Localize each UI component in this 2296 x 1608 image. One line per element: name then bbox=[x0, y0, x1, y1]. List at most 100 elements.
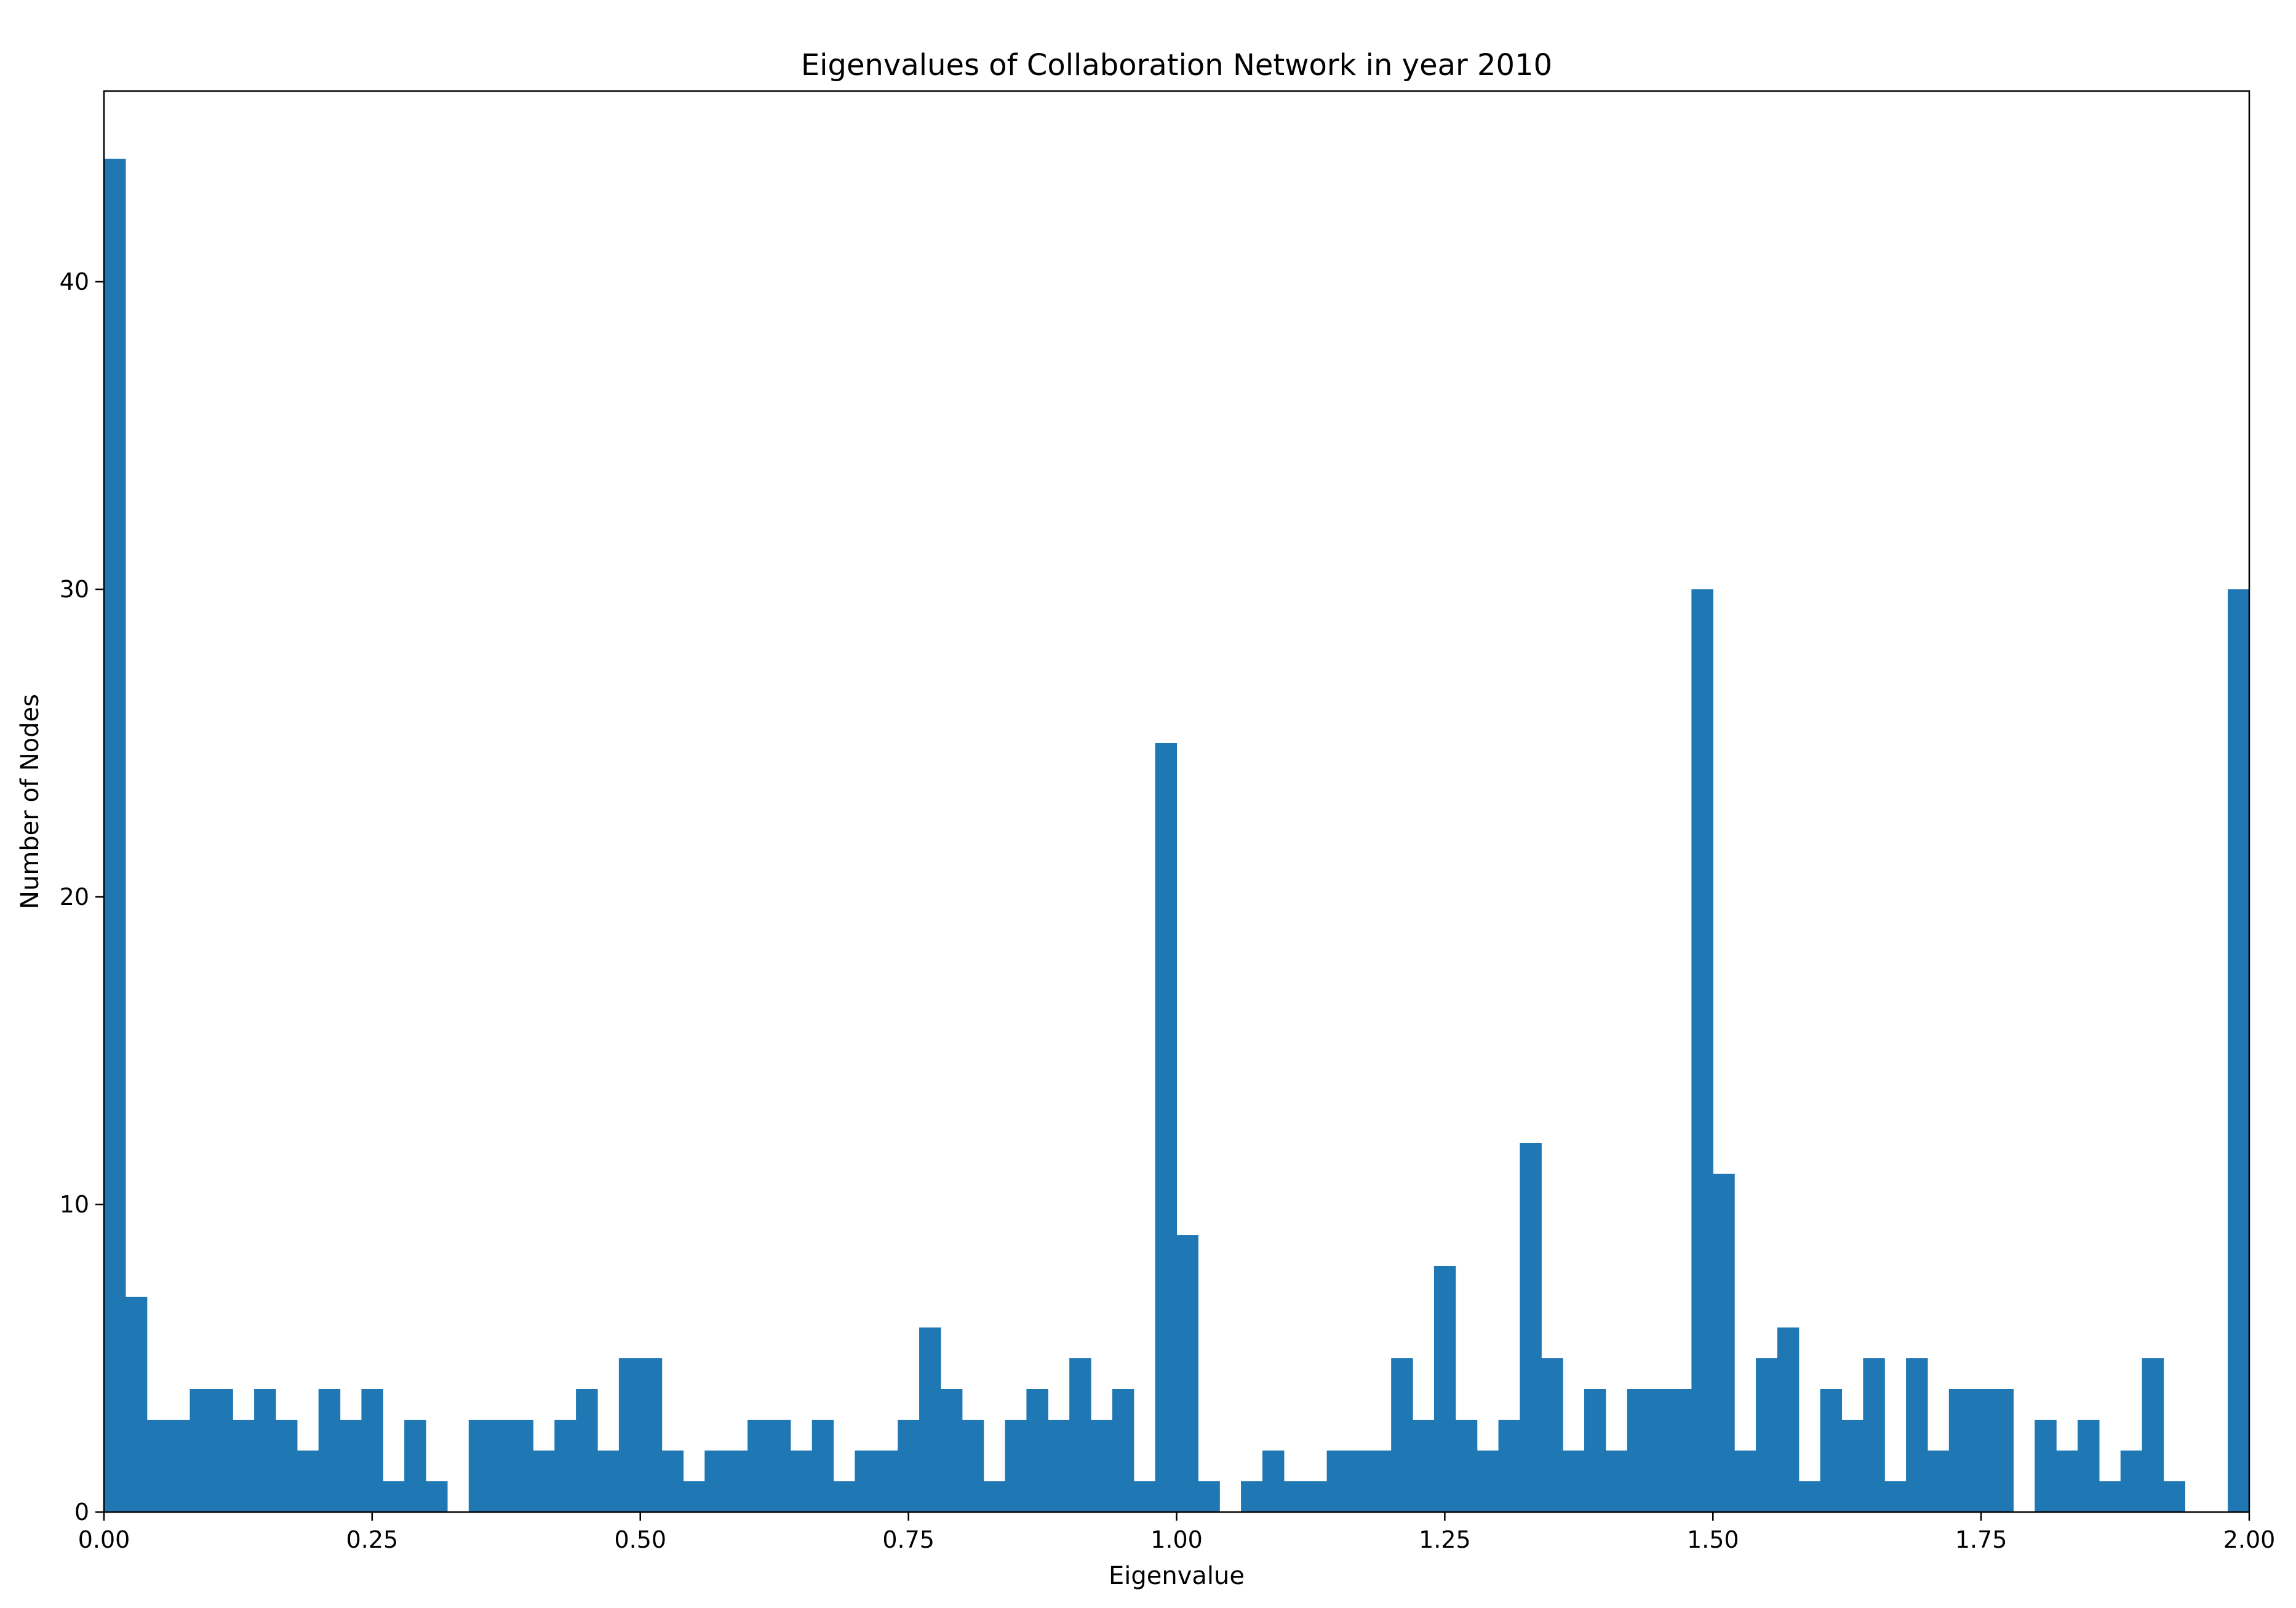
x-tick-label: 1.25 bbox=[1419, 1526, 1471, 1553]
histogram-bar bbox=[297, 1451, 319, 1512]
histogram-bar bbox=[576, 1389, 598, 1512]
histogram-bar bbox=[1520, 1143, 1542, 1512]
histogram-bar bbox=[1112, 1389, 1134, 1512]
histogram-bar bbox=[876, 1451, 898, 1512]
histogram-bar bbox=[383, 1481, 405, 1512]
histogram-bar bbox=[1133, 1481, 1156, 1512]
histogram-bar bbox=[1413, 1420, 1435, 1512]
histogram-bar bbox=[125, 1297, 148, 1512]
histogram-bar bbox=[318, 1389, 341, 1512]
histogram-bar bbox=[1841, 1420, 1864, 1512]
histogram-bar bbox=[1369, 1451, 1392, 1512]
histogram-bar bbox=[1498, 1420, 1521, 1512]
histogram-bar bbox=[404, 1420, 426, 1512]
chart-title: Eigenvalues of Collaboration Network in … bbox=[801, 48, 1552, 82]
histogram-bar bbox=[468, 1420, 491, 1512]
histogram-bar bbox=[511, 1420, 533, 1512]
histogram-bar bbox=[1005, 1420, 1027, 1512]
histogram-bar bbox=[898, 1420, 920, 1512]
histogram-bar bbox=[1176, 1235, 1198, 1512]
y-axis-label: Number of Nodes bbox=[16, 694, 44, 909]
y-axis: 0 10 20 30 40 bbox=[60, 268, 104, 1526]
histogram-bar bbox=[1283, 1481, 1306, 1512]
bars-group bbox=[104, 159, 2250, 1512]
x-axis: 0.00 0.25 0.50 0.75 1.00 1.25 1.50 1.75 2.00 bbox=[78, 1512, 2276, 1553]
histogram-bar bbox=[1455, 1420, 1478, 1512]
histogram-bar bbox=[1648, 1389, 1671, 1512]
histogram-bar bbox=[1198, 1481, 1220, 1512]
histogram-bar bbox=[1863, 1358, 1885, 1512]
histogram-bar bbox=[962, 1420, 984, 1512]
histogram-bar bbox=[1091, 1420, 1113, 1512]
histogram-bar bbox=[1670, 1389, 1692, 1512]
histogram-bar bbox=[490, 1420, 512, 1512]
histogram-bar bbox=[1820, 1389, 1843, 1512]
histogram-bar bbox=[1155, 743, 1178, 1512]
histogram-bar bbox=[1391, 1358, 1413, 1512]
histogram-bar bbox=[104, 159, 126, 1512]
histogram-bar bbox=[2056, 1451, 2078, 1512]
histogram-bar bbox=[340, 1420, 362, 1512]
histogram-bar bbox=[554, 1420, 576, 1512]
histogram-bar bbox=[640, 1358, 663, 1512]
histogram-bar bbox=[361, 1389, 383, 1512]
histogram-bar bbox=[1563, 1451, 1585, 1512]
histogram-bar bbox=[1755, 1358, 1778, 1512]
histogram-bar bbox=[1262, 1451, 1285, 1512]
histogram-bar bbox=[275, 1420, 298, 1512]
histogram-bar bbox=[189, 1389, 212, 1512]
histogram-bar bbox=[1584, 1389, 1606, 1512]
x-tick-label: 0.75 bbox=[882, 1526, 935, 1553]
histogram-bar bbox=[940, 1389, 963, 1512]
histogram-bar bbox=[2163, 1481, 2185, 1512]
x-tick-label: 0.50 bbox=[614, 1526, 666, 1553]
histogram-bar bbox=[254, 1389, 276, 1512]
histogram-bar bbox=[2142, 1358, 2164, 1512]
histogram-bar bbox=[2228, 589, 2250, 1512]
histogram-bar bbox=[1713, 1174, 1735, 1512]
x-axis-label: Eigenvalue bbox=[1109, 1562, 1245, 1590]
x-tick-label: 0.00 bbox=[78, 1526, 130, 1553]
histogram-bar bbox=[683, 1481, 705, 1512]
histogram-bar bbox=[2035, 1420, 2057, 1512]
histogram-bar bbox=[726, 1451, 748, 1512]
histogram-bar bbox=[1948, 1389, 1971, 1512]
histogram-bar bbox=[704, 1451, 727, 1512]
y-tick-label: 20 bbox=[60, 883, 89, 910]
histogram-bar bbox=[1605, 1451, 1628, 1512]
histogram-bar bbox=[768, 1420, 791, 1512]
x-tick-label: 1.50 bbox=[1687, 1526, 1739, 1553]
histogram-bar bbox=[168, 1420, 191, 1512]
histogram-bar bbox=[426, 1481, 448, 1512]
histogram-bar bbox=[1798, 1481, 1821, 1512]
histogram-bar bbox=[1691, 589, 1713, 1512]
histogram-bar bbox=[597, 1451, 620, 1512]
histogram-bar bbox=[1241, 1481, 1263, 1512]
y-tick-label: 30 bbox=[60, 576, 89, 603]
histogram-bar bbox=[1541, 1358, 1563, 1512]
histogram-bar bbox=[855, 1451, 877, 1512]
histogram-bar bbox=[1927, 1451, 1950, 1512]
histogram-bar bbox=[1906, 1358, 1928, 1512]
histogram-bar bbox=[833, 1481, 856, 1512]
histogram-bar bbox=[811, 1420, 834, 1512]
histogram-bar bbox=[1884, 1481, 1907, 1512]
histogram-bar bbox=[1069, 1358, 1091, 1512]
x-tick-label: 1.00 bbox=[1150, 1526, 1203, 1553]
histogram-bar bbox=[2120, 1451, 2143, 1512]
x-tick-label: 1.75 bbox=[1955, 1526, 2007, 1553]
histogram-bar bbox=[146, 1420, 169, 1512]
histogram-bar bbox=[211, 1389, 233, 1512]
histogram-bar bbox=[1048, 1420, 1070, 1512]
histogram-bar bbox=[1433, 1266, 1456, 1512]
y-tick-label: 10 bbox=[60, 1191, 89, 1218]
histogram-bar bbox=[661, 1451, 684, 1512]
histogram-bar bbox=[2099, 1481, 2121, 1512]
histogram-bar bbox=[1348, 1451, 1370, 1512]
x-tick-label: 2.00 bbox=[2223, 1526, 2276, 1553]
histogram-bar bbox=[1305, 1481, 1328, 1512]
x-tick-label: 0.25 bbox=[346, 1526, 399, 1553]
histogram-bar bbox=[747, 1420, 770, 1512]
y-tick-label: 40 bbox=[60, 268, 89, 295]
